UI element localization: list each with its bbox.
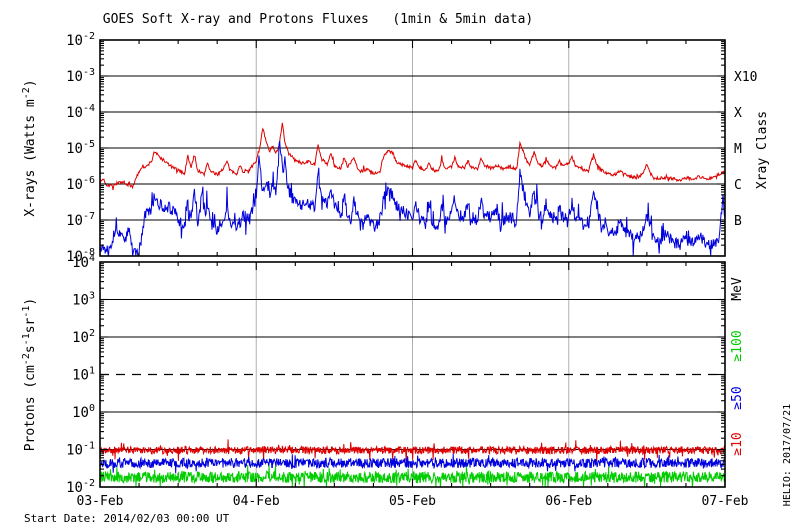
tspan: 10 bbox=[72, 330, 89, 346]
protons-ge10-series bbox=[99, 439, 726, 462]
tspan: -2 bbox=[21, 87, 32, 99]
xray-long-series bbox=[99, 122, 726, 191]
tspan: -1 bbox=[21, 306, 32, 318]
tspan: Protons (cm bbox=[23, 365, 38, 451]
x-tick-label: 05-Feb bbox=[389, 494, 436, 509]
y-tick-label: 104 bbox=[72, 253, 95, 271]
tspan: -7 bbox=[83, 211, 95, 222]
tspan: -4 bbox=[83, 103, 95, 114]
tspan: ) bbox=[23, 298, 38, 306]
proton-legend-≥10: ≥10 bbox=[730, 432, 745, 455]
x-tick-label: 04-Feb bbox=[233, 494, 280, 509]
tspan: 10 bbox=[66, 33, 83, 49]
tspan: 0 bbox=[89, 403, 95, 414]
proton-legend-≥100: ≥100 bbox=[730, 330, 745, 361]
xray-class-label-B: B bbox=[734, 214, 742, 229]
proton-legend-≥50: ≥50 bbox=[730, 386, 745, 409]
tspan: 10 bbox=[66, 105, 83, 121]
tspan: 10 bbox=[66, 480, 83, 496]
xray-class-axis-title: Xray Class bbox=[755, 111, 770, 189]
tspan: -1 bbox=[21, 333, 32, 345]
tspan: -1 bbox=[83, 441, 95, 452]
start-date-label: Start Date: 2014/02/03 00:00 UT bbox=[24, 512, 230, 525]
tspan: s bbox=[23, 345, 38, 353]
tspan: X-rays (Watts m bbox=[23, 99, 38, 217]
tspan: 10 bbox=[66, 249, 83, 265]
xray-short-series bbox=[99, 140, 726, 257]
tspan: -2 bbox=[83, 31, 95, 42]
tspan: ) bbox=[23, 79, 38, 87]
tspan: -2 bbox=[83, 478, 95, 489]
plot-panels: 10-210-310-410-510-610-710-8X-rays (Watt… bbox=[21, 31, 770, 509]
xray-class-label-M: M bbox=[734, 142, 742, 157]
proton-panel-ylabel: Protons (cm-2s-1sr-1) bbox=[21, 298, 38, 452]
mev-axis-title: MeV bbox=[730, 277, 745, 301]
tspan: 10 bbox=[66, 69, 83, 85]
tspan: 10 bbox=[72, 405, 89, 421]
xray-class-label-X10: X10 bbox=[734, 70, 757, 85]
y-tick-label: 103 bbox=[72, 291, 95, 309]
tspan: 10 bbox=[72, 255, 89, 271]
xray-class-label-X: X bbox=[734, 106, 742, 121]
y-tick-label: 10-8 bbox=[66, 247, 95, 265]
x-tick-label: 06-Feb bbox=[545, 494, 592, 509]
tspan: 10 bbox=[72, 368, 89, 384]
chart-title: GOES Soft X-ray and Protons Fluxes (1min… bbox=[103, 12, 533, 27]
y-tick-label: 102 bbox=[72, 328, 95, 346]
tspan: -2 bbox=[21, 353, 32, 365]
y-tick-label: 10-2 bbox=[66, 31, 95, 49]
tspan: 1 bbox=[89, 366, 95, 377]
tspan: 4 bbox=[89, 253, 95, 264]
x-tick-label: 03-Feb bbox=[77, 494, 124, 509]
credit-label: HELIO: 2017/07/21 bbox=[782, 404, 793, 506]
y-tick-label: 10-1 bbox=[66, 441, 95, 459]
protons-ge100-series bbox=[99, 464, 726, 488]
tspan: sr bbox=[23, 317, 38, 333]
tspan: 10 bbox=[66, 177, 83, 193]
tspan: -6 bbox=[83, 175, 95, 186]
xray-panel-ylabel: X-rays (Watts m-2) bbox=[21, 79, 38, 216]
tspan: -5 bbox=[83, 139, 95, 150]
tspan: 2 bbox=[89, 328, 95, 339]
tspan: -3 bbox=[83, 67, 95, 78]
y-tick-label: 10-2 bbox=[66, 478, 95, 496]
tspan: -8 bbox=[83, 247, 95, 258]
y-tick-label: 100 bbox=[72, 403, 95, 421]
protons-ge50-series bbox=[99, 453, 726, 474]
tspan: 10 bbox=[66, 213, 83, 229]
xray-panel: 10-210-310-410-510-610-710-8X-rays (Watt… bbox=[21, 31, 770, 265]
tspan: 10 bbox=[66, 141, 83, 157]
y-tick-label: 10-5 bbox=[66, 139, 95, 157]
y-tick-label: 10-4 bbox=[66, 103, 95, 121]
tspan: 3 bbox=[89, 291, 95, 302]
tspan: 10 bbox=[72, 293, 89, 309]
tspan: 10 bbox=[66, 443, 83, 459]
y-tick-label: 101 bbox=[72, 366, 95, 384]
y-tick-label: 10-3 bbox=[66, 67, 95, 85]
x-tick-label: 07-Feb bbox=[702, 494, 749, 509]
y-tick-label: 10-6 bbox=[66, 175, 95, 193]
y-tick-label: 10-7 bbox=[66, 211, 95, 229]
xray-class-label-C: C bbox=[734, 178, 742, 193]
